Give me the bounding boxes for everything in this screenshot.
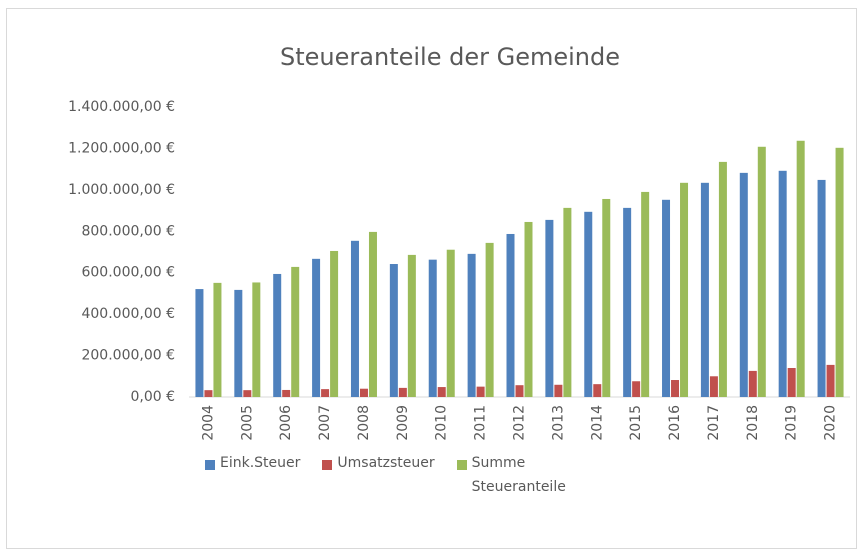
x-tick-label: 2017	[706, 405, 722, 441]
y-tick-label: 1.200.000,00 €	[68, 140, 175, 156]
bar	[350, 240, 359, 397]
bar	[632, 381, 641, 397]
bar	[398, 387, 407, 397]
x-tick-label: 2015	[628, 405, 644, 441]
bar	[700, 182, 709, 397]
bar	[584, 211, 593, 397]
bar	[602, 198, 611, 397]
bar	[739, 172, 748, 397]
bar	[389, 264, 398, 397]
legend: Eink.Steuer Umsatzsteuer Summe Steuerantei…	[205, 455, 609, 499]
bar	[291, 266, 300, 397]
bar	[718, 161, 727, 397]
bar	[593, 384, 602, 397]
legend-item: Summe Steueranteile	[456, 455, 587, 499]
legend-item: Eink.Steuer	[205, 455, 300, 499]
bar	[446, 249, 455, 397]
bar	[709, 376, 718, 397]
x-tick-label: 2014	[589, 405, 605, 441]
x-tick-label: 2008	[356, 405, 372, 441]
x-tick-label: 2010	[434, 405, 450, 441]
bar	[252, 282, 261, 397]
y-tick-label: 400.000,00 €	[81, 306, 175, 322]
bar	[330, 250, 339, 397]
bar	[680, 182, 689, 397]
bar	[467, 253, 476, 397]
bar	[554, 384, 563, 397]
legend-item: Umsatzsteuer	[322, 455, 435, 499]
y-tick-label: 0,00 €	[130, 389, 175, 405]
bar	[623, 207, 632, 397]
x-tick-label: 2019	[784, 405, 800, 441]
bar	[428, 259, 437, 397]
bar	[641, 191, 650, 397]
bar	[407, 254, 416, 397]
x-tick-label: 2011	[473, 405, 489, 441]
x-tick-label: 2004	[200, 405, 216, 441]
bar	[282, 389, 291, 397]
x-tick-label: 2013	[550, 405, 566, 441]
bar	[368, 231, 377, 397]
x-tick-label: 2016	[667, 405, 683, 441]
bar	[359, 388, 368, 397]
bar	[835, 147, 844, 397]
chart-title: Steueranteile der Gemeinde	[280, 43, 620, 71]
bar	[195, 289, 204, 397]
x-tick-label: 2005	[239, 405, 255, 441]
y-tick-label: 800.000,00 €	[81, 223, 175, 239]
x-tick-label: 2012	[512, 405, 528, 441]
x-tick-label: 2006	[278, 405, 294, 441]
legend-swatch	[205, 460, 215, 470]
bar	[796, 140, 805, 397]
bar	[273, 273, 282, 397]
y-tick-label: 1.400.000,00 €	[68, 99, 175, 115]
y-tick-label: 200.000,00 €	[81, 348, 175, 364]
bar	[312, 258, 321, 397]
bar	[485, 242, 494, 397]
bar	[563, 207, 572, 397]
bar	[778, 170, 787, 397]
x-tick-label: 2018	[745, 405, 761, 441]
bar	[437, 387, 446, 397]
bar	[234, 289, 243, 397]
bar	[524, 221, 533, 397]
bar	[204, 390, 213, 397]
bar	[787, 368, 796, 397]
x-tick-label: 2020	[823, 405, 839, 441]
legend-label: Summe Steueranteile	[471, 455, 566, 495]
legend-swatch	[456, 460, 467, 470]
bar	[757, 146, 766, 397]
legend-swatch	[322, 460, 333, 470]
bar	[817, 179, 826, 397]
y-tick-label: 600.000,00 €	[81, 265, 175, 281]
bar	[748, 370, 757, 397]
bar	[515, 385, 524, 397]
bar	[671, 380, 680, 397]
bar	[213, 282, 222, 397]
y-tick-label: 1.000.000,00 €	[68, 182, 175, 198]
bar	[476, 386, 485, 397]
legend-label: Eink.Steuer	[220, 455, 301, 471]
bar	[321, 389, 330, 397]
bar	[545, 219, 554, 397]
x-tick-label: 2009	[395, 405, 411, 441]
bar	[506, 233, 515, 397]
bar	[243, 390, 252, 397]
bar	[662, 199, 671, 397]
legend-label: Umsatzsteuer	[337, 455, 435, 471]
bar	[826, 364, 835, 397]
x-tick-label: 2007	[317, 405, 333, 441]
